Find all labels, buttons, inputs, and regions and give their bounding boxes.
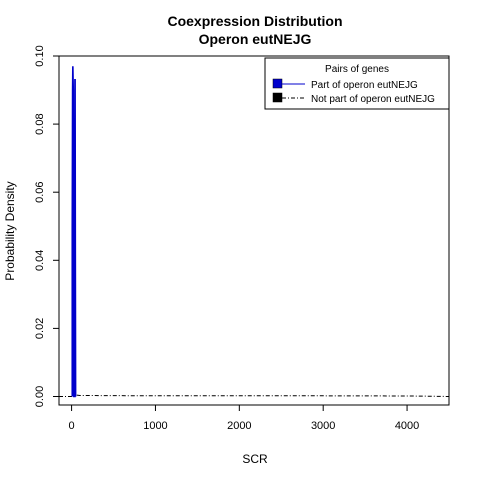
legend-label-part-of-operon: Part of operon eutNEJG <box>311 80 418 91</box>
y-tick-label: 0.10 <box>34 45 46 66</box>
series-layer <box>59 66 449 398</box>
x-tick-label: 2000 <box>227 420 251 432</box>
x-tick-label: 3000 <box>311 420 335 432</box>
y-axis-label: Probability Density <box>3 181 17 280</box>
plot-frame <box>58 55 450 406</box>
series-line-part-of-operon <box>71 66 77 398</box>
chart-title: Coexpression Distribution <box>167 13 342 29</box>
y-axis: 0.00 0.02 0.04 0.06 0.08 0.10 <box>34 45 59 407</box>
y-tick-label: 0.08 <box>34 113 46 134</box>
legend: Pairs of genes Part of operon eutNEJG No… <box>264 57 450 110</box>
y-tick-label: 0.02 <box>34 318 46 339</box>
legend-swatch-part-of-operon <box>272 78 283 89</box>
y-tick-label: 0.00 <box>34 386 46 407</box>
legend-label-not-part-of-operon: Not part of operon eutNEJG <box>311 94 435 105</box>
x-axis: 0 1000 2000 3000 4000 <box>69 405 419 432</box>
series-line-not-part-of-operon <box>59 394 449 397</box>
x-axis-label: SCR <box>242 452 268 466</box>
x-tick-label: 0 <box>69 420 75 432</box>
chart-subtitle: Operon eutNEJG <box>199 31 312 47</box>
x-tick-label: 1000 <box>143 420 167 432</box>
legend-swatch-not-part-of-operon <box>272 92 283 103</box>
y-tick-label: 0.04 <box>34 250 46 271</box>
x-tick-label: 4000 <box>395 420 419 432</box>
legend-title: Pairs of genes <box>325 64 389 75</box>
y-tick-label: 0.06 <box>34 181 46 202</box>
